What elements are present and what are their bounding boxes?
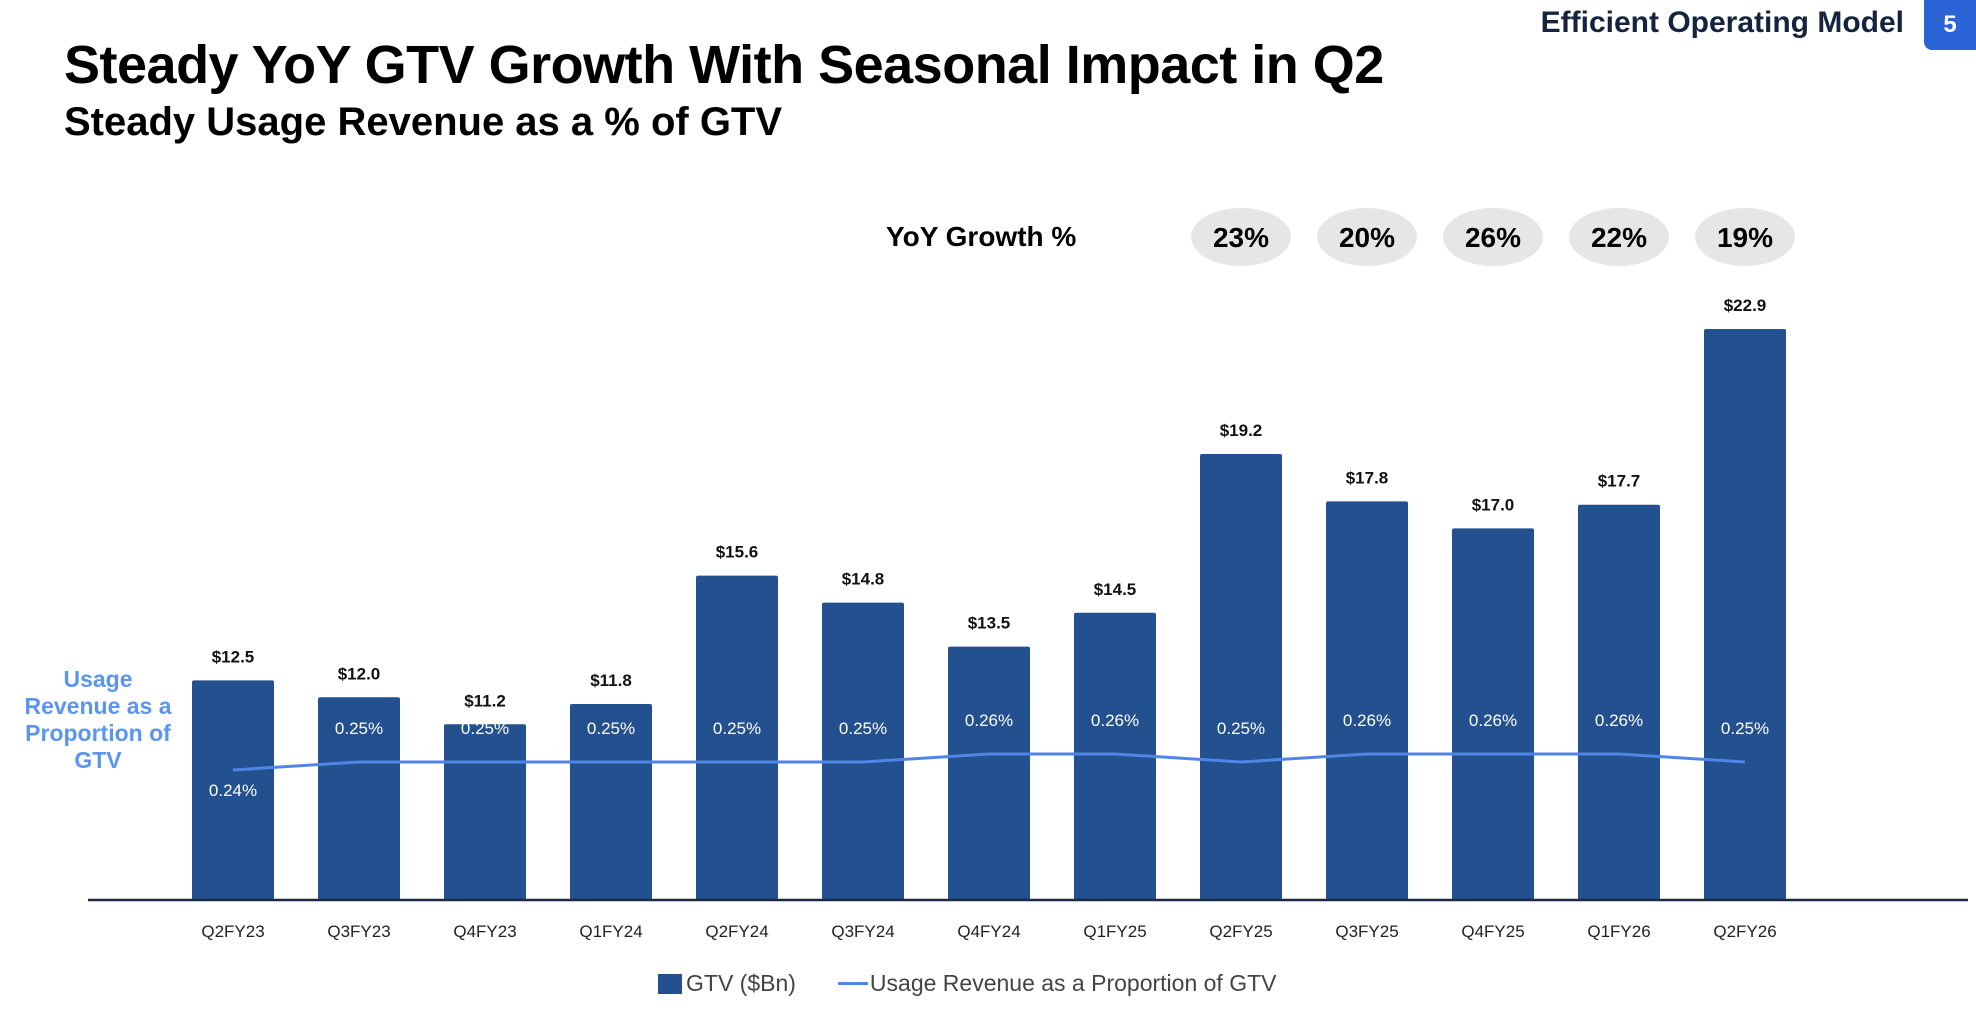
gtv-value-label: $17.0: [1472, 495, 1515, 514]
page-subtitle: Steady Usage Revenue as a % of GTV: [64, 100, 783, 144]
gtv-bar: [1704, 329, 1786, 900]
gtv-bar: [822, 602, 904, 900]
usage-revenue-label: 0.25%: [713, 719, 761, 738]
legend-gtv: GTV ($Bn): [686, 970, 796, 996]
legend-line-swatch: [837, 982, 868, 985]
yoy-growth-pill: [1191, 208, 1291, 266]
gtv-bar: [948, 646, 1030, 900]
gtv-value-label: $14.5: [1094, 580, 1137, 599]
usage-revenue-line: [232, 752, 1746, 772]
category-label: Q4FY23: [453, 922, 516, 941]
gtv-bar: [318, 697, 400, 900]
category-label: Q3FY23: [327, 922, 390, 941]
usage-revenue-label: 0.25%: [461, 719, 509, 738]
page-number-badge: 5: [1924, 0, 1976, 50]
category-label: Q2FY23: [201, 922, 264, 941]
yoy-growth-value: 23%: [1213, 222, 1269, 253]
gtv-value-label: $15.6: [716, 543, 759, 562]
gtv-value-label: $17.7: [1598, 472, 1641, 491]
yoy-growth-label: YoY Growth %: [886, 221, 1077, 252]
category-label: Q4FY24: [957, 922, 1020, 941]
usage-revenue-label: 0.26%: [1595, 711, 1643, 730]
legend-usage: Usage Revenue as a Proportion of GTV: [869, 970, 1277, 996]
gtv-value-label: $22.9: [1724, 296, 1767, 315]
gtv-value-label: $17.8: [1346, 468, 1389, 487]
category-label: Q3FY24: [831, 922, 894, 941]
yoy-growth-pill: [1695, 208, 1795, 266]
usage-revenue-side-label: Usage Revenue as a Proportion of GTV: [24, 666, 172, 773]
gtv-bar: [1326, 501, 1408, 900]
gtv-bar: [696, 575, 778, 900]
gtv-bar: [1578, 504, 1660, 900]
usage-revenue-label: 0.25%: [587, 719, 635, 738]
gtv-value-label: $19.2: [1220, 421, 1263, 440]
category-label: Q2FY26: [1713, 922, 1776, 941]
yoy-growth-value: 19%: [1717, 222, 1773, 253]
yoy-growth-pill: [1569, 208, 1669, 266]
category-label: Q2FY25: [1209, 922, 1272, 941]
usage-revenue-label: 0.25%: [1721, 719, 1769, 738]
section-title: Efficient Operating Model: [1540, 6, 1904, 39]
usage-revenue-label: 0.26%: [1091, 711, 1139, 730]
gtv-bar: [1074, 612, 1156, 900]
gtv-bar: [1452, 528, 1534, 900]
category-label: Q1FY26: [1587, 922, 1650, 941]
usage-revenue-label: 0.26%: [1469, 711, 1517, 730]
yoy-growth-value: 20%: [1339, 222, 1395, 253]
gtv-value-label: $11.8: [590, 671, 632, 690]
usage-revenue-label: 0.25%: [335, 719, 383, 738]
usage-revenue-label: 0.26%: [1343, 711, 1391, 730]
gtv-bar: [1200, 454, 1282, 900]
usage-revenue-label: 0.25%: [1217, 719, 1265, 738]
gtv-bar: [444, 724, 526, 900]
yoy-growth-pill: [1443, 208, 1543, 266]
gtv-bar: [192, 680, 274, 900]
yoy-growth-pill: [1317, 208, 1417, 266]
category-label: Q1FY24: [579, 922, 642, 941]
category-label: Q3FY25: [1335, 922, 1398, 941]
gtv-value-label: $11.2: [464, 691, 506, 710]
gtv-value-label: $12.5: [212, 647, 255, 666]
gtv-value-label: $14.8: [842, 570, 885, 589]
category-label: Q2FY24: [705, 922, 768, 941]
usage-revenue-label: 0.25%: [839, 719, 887, 738]
legend: GTV ($Bn) Usage Revenue as a Proportion …: [658, 970, 1276, 997]
usage-revenue-label: 0.26%: [965, 711, 1013, 730]
category-label: Q4FY25: [1461, 922, 1524, 941]
category-label: Q1FY25: [1083, 922, 1146, 941]
usage-revenue-label: 0.24%: [209, 781, 257, 800]
legend-bar-swatch: [658, 973, 682, 994]
page-title: Steady YoY GTV Growth With Seasonal Impa…: [64, 35, 1384, 95]
gtv-bar: [570, 704, 652, 900]
gtv-value-label: $13.5: [968, 614, 1011, 633]
gtv-value-label: $12.0: [338, 664, 381, 683]
yoy-growth-value: 22%: [1591, 222, 1647, 253]
yoy-growth-value: 26%: [1465, 222, 1521, 253]
